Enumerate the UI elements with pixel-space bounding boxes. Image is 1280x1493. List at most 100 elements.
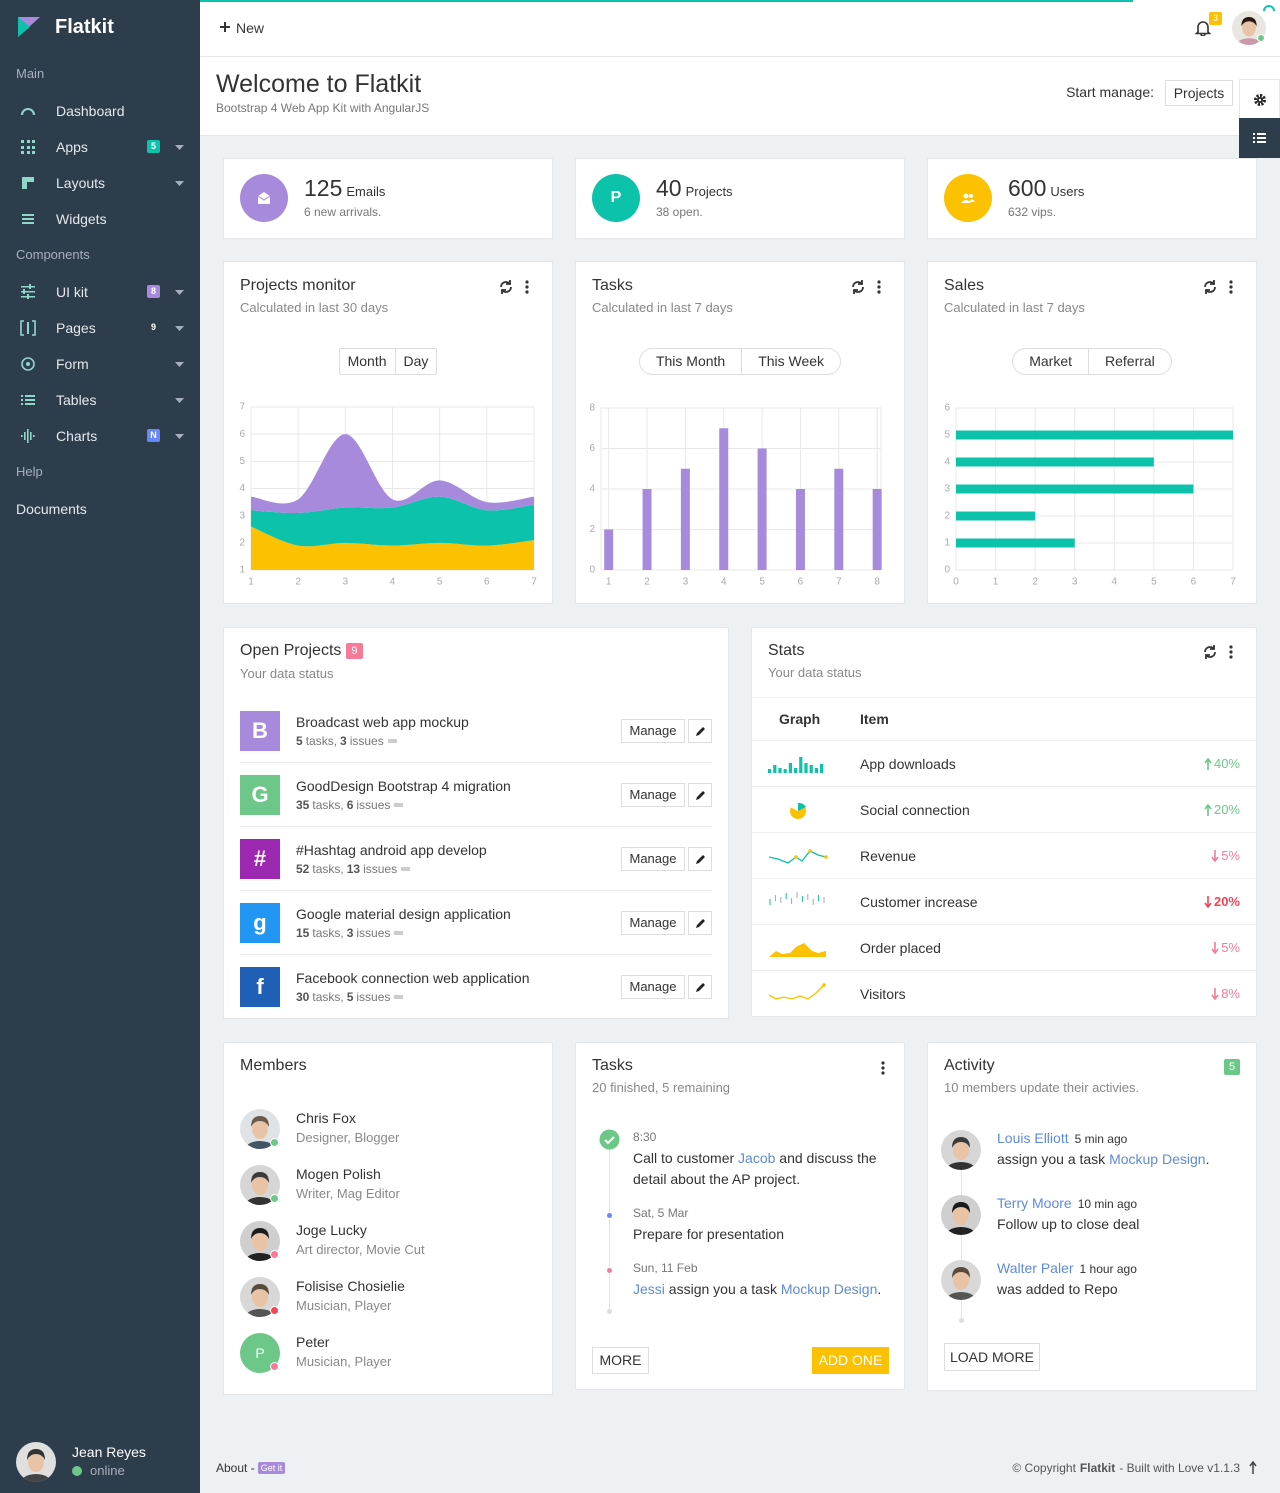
icon-part <box>1253 133 1255 135</box>
new-button[interactable]: New <box>218 18 288 38</box>
issue-icon <box>394 803 404 807</box>
footer-left: About - Get it <box>216 1461 286 1475</box>
activity-name[interactable]: Louis Elliott <box>997 1130 1069 1146</box>
link[interactable]: Jessi <box>633 1281 665 1297</box>
chart-tab[interactable]: This Week <box>741 349 840 374</box>
edit-button[interactable] <box>688 847 712 871</box>
nav-item[interactable]: UI kit 8 <box>0 274 200 310</box>
nav-item[interactable]: Widgets <box>0 201 200 237</box>
card-title: Tasks <box>592 1057 633 1074</box>
check-marker <box>599 1129 620 1150</box>
more-icon <box>881 1061 885 1075</box>
text: Prepare for presentation <box>633 1226 784 1242</box>
rich-text: Follow up to close deal <box>997 1216 1139 1232</box>
icon-part <box>604 1136 615 1145</box>
icon-part <box>26 362 30 366</box>
member-name: Joge Lucky <box>296 1222 367 1238</box>
project-name: Facebook connection web application <box>296 970 530 986</box>
icon-part <box>21 140 24 143</box>
nav-item[interactable]: Tables <box>0 382 200 418</box>
nav-item[interactable]: Charts N <box>0 418 200 454</box>
bar <box>956 484 1194 494</box>
avatar-hair <box>251 1228 269 1239</box>
project-name: Google material design application <box>296 906 511 922</box>
project-avatar: f <box>240 967 280 1007</box>
chart-tab[interactable]: This Month <box>655 353 726 369</box>
plus-icon <box>220 22 230 32</box>
nav-label: Dashboard <box>56 103 125 119</box>
activity-name[interactable]: Walter Paler <box>997 1260 1074 1276</box>
y-tick-label: 2 <box>944 511 950 522</box>
nav-item[interactable]: Apps 5 <box>0 129 200 165</box>
project-meta: 52 tasks, 13 issues <box>296 862 411 876</box>
stats-item: Order placed <box>860 940 941 956</box>
nav-item[interactable]: Form <box>0 346 200 382</box>
settings-button[interactable] <box>1239 79 1280 119</box>
manage-button[interactable]: Manage <box>621 847 685 871</box>
icon-part <box>21 108 35 116</box>
chart-tab[interactable]: Market <box>1029 353 1072 369</box>
nav-item[interactable]: Dashboard <box>0 93 200 129</box>
sparkline <box>768 983 826 1000</box>
new-label: New <box>236 20 265 36</box>
chart-subtitle: Calculated in last 7 days <box>944 300 1085 315</box>
link[interactable]: Mockup Design <box>780 1281 878 1297</box>
add-button[interactable]: ADD ONE <box>812 1347 889 1374</box>
icon-part <box>1257 133 1266 135</box>
x-tick-label: 2 <box>295 577 301 588</box>
card-title-line: Open Projects 9 <box>240 642 363 660</box>
y-tick-label: 3 <box>239 510 245 521</box>
x-tick-label: 7 <box>531 577 537 588</box>
list-button[interactable] <box>1239 118 1280 158</box>
spark-pie <box>790 802 798 811</box>
get-badge[interactable]: Get it <box>257 1462 286 1474</box>
chart-tab[interactable]: Referral <box>1088 349 1171 374</box>
nav-item[interactable]: Layouts <box>0 165 200 201</box>
chart-tab[interactable]: Month <box>347 353 387 369</box>
member-role: Musician, Player <box>296 1298 392 1313</box>
spark-bar <box>794 768 798 773</box>
pencil-icon <box>696 855 705 864</box>
edit-button[interactable] <box>688 975 712 999</box>
nav-item[interactable]: Documents <box>0 491 200 527</box>
project-row: G GoodDesign Bootstrap 4 migration 35 tasks… <box>224 775 728 839</box>
link[interactable]: Jacob <box>738 1150 776 1166</box>
manage-button[interactable]: Manage <box>621 719 685 743</box>
edit-button[interactable] <box>688 911 712 935</box>
nav-label: Pages <box>56 320 96 336</box>
edit-button[interactable] <box>688 783 712 807</box>
online-dot <box>1257 34 1265 42</box>
edit-button[interactable] <box>688 719 712 743</box>
nav-item[interactable]: Pages 9 <box>0 310 200 346</box>
load-more-button[interactable]: LOAD MORE <box>944 1343 1040 1371</box>
more-button[interactable]: MORE <box>592 1347 649 1374</box>
project-name: #Hashtag android app develop <box>296 842 487 858</box>
card-subtitle: 20 finished, 5 remaining <box>592 1080 731 1095</box>
manage-button[interactable]: Manage <box>621 911 685 935</box>
status-dot <box>270 1362 279 1371</box>
icon-part <box>1204 803 1212 816</box>
link[interactable]: Mockup Design <box>1109 1151 1206 1167</box>
icon-part <box>1257 137 1266 139</box>
caret-shape <box>175 290 184 295</box>
nav-badge: 5 <box>147 140 160 153</box>
manage-button[interactable]: Manage <box>621 783 685 807</box>
x-tick-label: 0 <box>953 577 959 588</box>
manage-button[interactable]: Manage <box>621 975 685 999</box>
timeline-dot <box>606 1267 613 1274</box>
logo <box>18 17 40 37</box>
back-to-top[interactable] <box>1249 1461 1257 1474</box>
chart-tab[interactable]: Day <box>394 349 437 374</box>
summary-text: 125 Emails 6 new arrivals. <box>304 175 385 219</box>
notification-badge[interactable]: 3 <box>1209 12 1222 25</box>
icon-part <box>220 22 230 32</box>
about-link[interactable]: About - <box>216 1461 255 1475</box>
manage-button[interactable]: Projects <box>1165 80 1233 106</box>
rich-text: Jessi assign you a task Mockup Design. <box>633 1279 889 1300</box>
stats-row: App downloads 40% <box>752 741 1256 787</box>
activity-name[interactable]: Terry Moore <box>997 1195 1072 1211</box>
timeline-end <box>607 1309 612 1314</box>
summary-line: 40 Projects <box>656 175 733 202</box>
caret-shape <box>175 398 184 403</box>
